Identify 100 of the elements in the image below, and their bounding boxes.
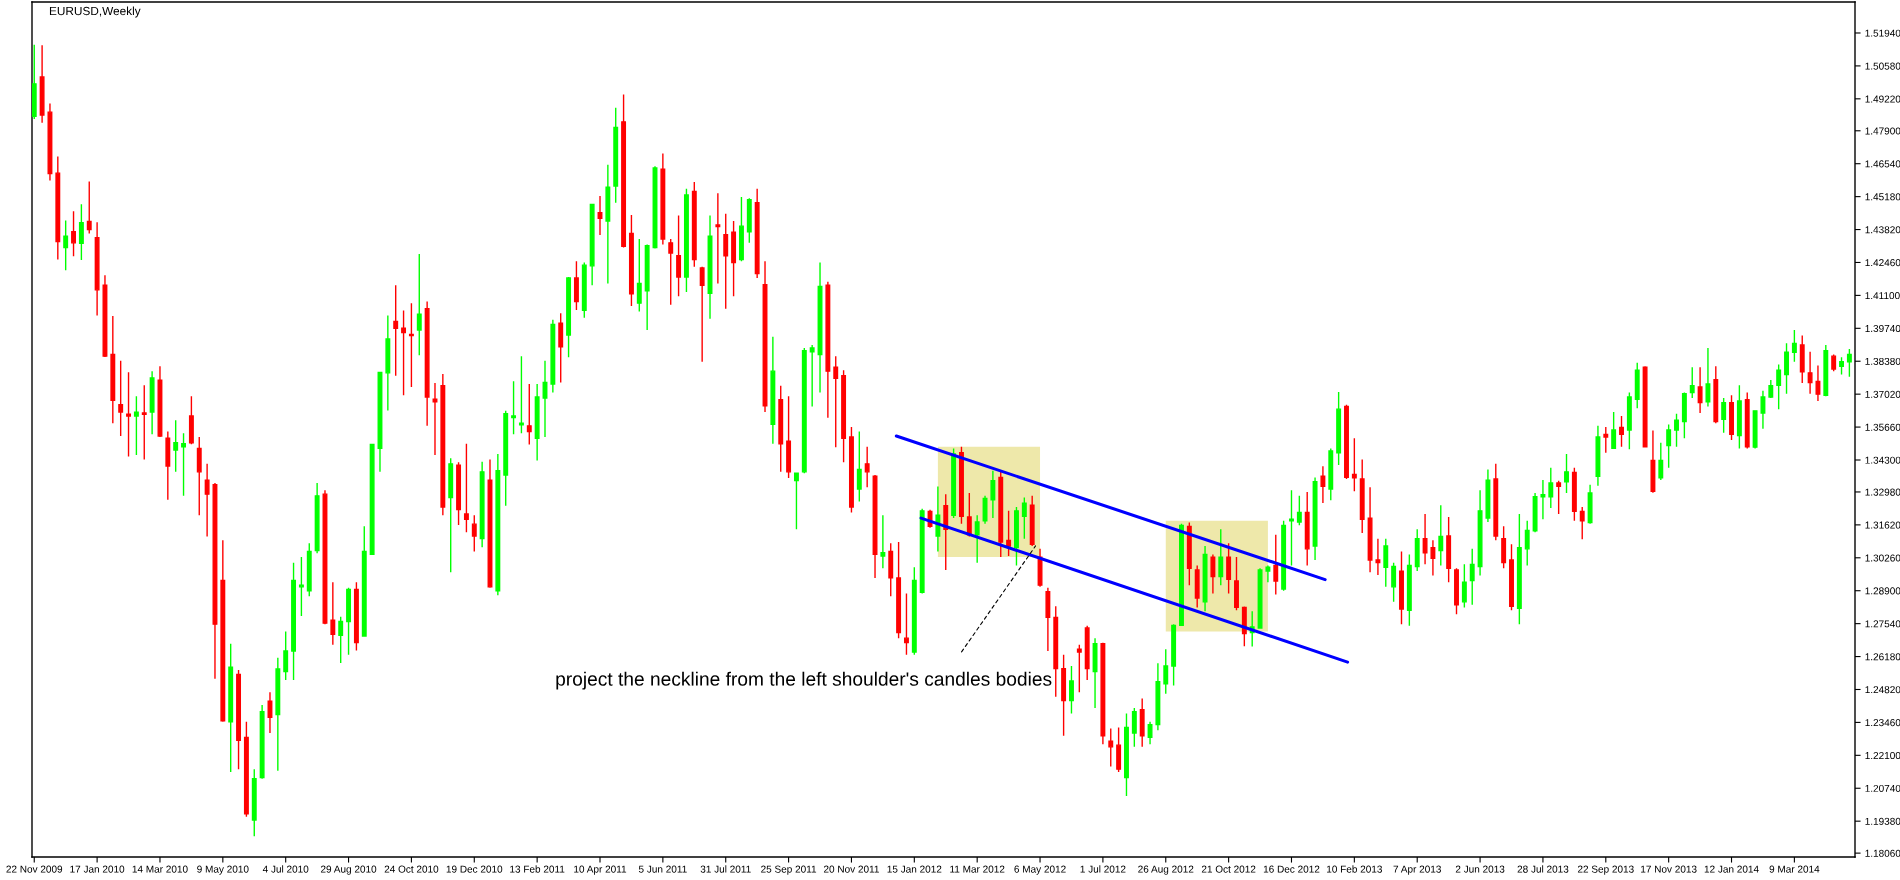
candlestick [1509, 543, 1514, 612]
candlestick [1289, 489, 1294, 567]
candlestick [212, 482, 218, 680]
candlestick [1359, 458, 1365, 534]
candlestick [1281, 520, 1287, 592]
candlestick [597, 195, 603, 236]
candlestick [55, 155, 61, 261]
candlestick [1611, 411, 1617, 450]
candlestick [801, 347, 807, 475]
candlestick [118, 360, 124, 437]
candlestick [817, 261, 823, 394]
candlestick [1383, 537, 1389, 588]
y-tick-label: 1.27540 [1865, 620, 1900, 628]
candlestick [1619, 415, 1624, 448]
candlestick [848, 426, 854, 514]
candlestick [1642, 365, 1648, 448]
candlestick [793, 472, 799, 530]
candlestick [518, 355, 524, 434]
candlestick [958, 445, 964, 525]
y-tick-label: 1.35660 [1865, 423, 1900, 431]
candlestick [1406, 553, 1412, 627]
candlestick [668, 238, 674, 306]
x-tick-label: 28 Jul 2013 [1517, 865, 1569, 873]
candlestick [1477, 489, 1483, 577]
candlestick [471, 514, 477, 553]
x-tick-label: 12 Jan 2014 [1704, 865, 1759, 873]
candlestick [1493, 463, 1499, 542]
candlestick [1501, 525, 1507, 569]
candlestick [1674, 413, 1679, 448]
candlestick [581, 261, 587, 319]
candlestick [833, 355, 839, 448]
candlestick [1454, 567, 1459, 615]
candlestick [1626, 391, 1632, 451]
annotation: project the neckline from the left shoulder's candles bodies [556, 671, 1052, 690]
x-tick-label: 25 Sep 2011 [761, 865, 817, 875]
candlestick [401, 309, 407, 397]
candlestick [1186, 521, 1192, 586]
candlestick [204, 463, 210, 538]
candlestick [1799, 334, 1805, 384]
candlestick [738, 196, 744, 262]
x-tick-label: 24 Oct 2010 [384, 865, 439, 873]
candlestick [63, 219, 69, 271]
candlestick [267, 691, 273, 734]
candlestick [1768, 379, 1774, 399]
y-tick-label: 1.19380 [1865, 817, 1900, 825]
candlestick [1124, 712, 1129, 797]
candlestick [408, 302, 414, 388]
candlestick [746, 197, 752, 244]
candlestick [495, 453, 501, 597]
candlestick [393, 284, 399, 377]
candlestick [1485, 468, 1491, 523]
candlestick [1697, 366, 1703, 414]
candlestick [1634, 361, 1640, 409]
candlestick [188, 395, 194, 445]
candlestick [275, 657, 281, 772]
candlestick [770, 336, 776, 445]
candlestick [1658, 442, 1664, 481]
chart-title: EURUSD,Weekly [49, 6, 141, 18]
candlestick [1414, 528, 1420, 572]
candlestick [1210, 553, 1216, 595]
candlestick [1351, 437, 1357, 492]
candlestick [298, 556, 304, 617]
x-tick-label: 1 Jul 2012 [1080, 865, 1126, 873]
candlestick [291, 561, 297, 681]
candlestick [78, 203, 84, 261]
candlestick [39, 44, 45, 124]
candlestick [236, 669, 242, 770]
x-tick-label: 31 Jul 2011 [700, 865, 751, 873]
candlestick [1194, 564, 1200, 609]
candlestick [243, 720, 249, 818]
x-tick-label: 11 Mar 2012 [950, 865, 1005, 873]
candlestick [943, 493, 949, 571]
x-tick-label: 10 Apr 2011 [574, 865, 627, 875]
candlestick [196, 436, 202, 516]
candlestick [369, 443, 375, 556]
candlestick [864, 445, 870, 489]
candlestick [283, 630, 289, 681]
candlestick [86, 180, 92, 235]
candlestick [974, 514, 980, 564]
candlestick [903, 592, 909, 656]
y-tick-label: 1.50580 [1865, 62, 1900, 70]
candlestick [1839, 356, 1844, 376]
candlestick [723, 213, 729, 310]
y-tick-label: 1.34300 [1865, 456, 1900, 464]
candlestick [691, 181, 697, 268]
candlestick [440, 373, 446, 516]
y-tick-label: 1.28900 [1865, 587, 1900, 595]
candlestick [1304, 491, 1310, 567]
candlestick [1571, 467, 1577, 522]
candlestick [1705, 347, 1711, 408]
candlestick [1100, 642, 1106, 745]
x-tick-label: 20 Nov 2011 [823, 865, 879, 873]
candlestick [385, 314, 391, 412]
candlestick [1776, 363, 1782, 410]
candlestick [825, 281, 831, 419]
candlestick [126, 371, 132, 458]
candlestick [94, 221, 100, 317]
y-tick-label: 1.38380 [1865, 357, 1900, 365]
candlestick [786, 395, 792, 479]
x-tick-label: 2 Jun 2013 [1455, 865, 1505, 873]
